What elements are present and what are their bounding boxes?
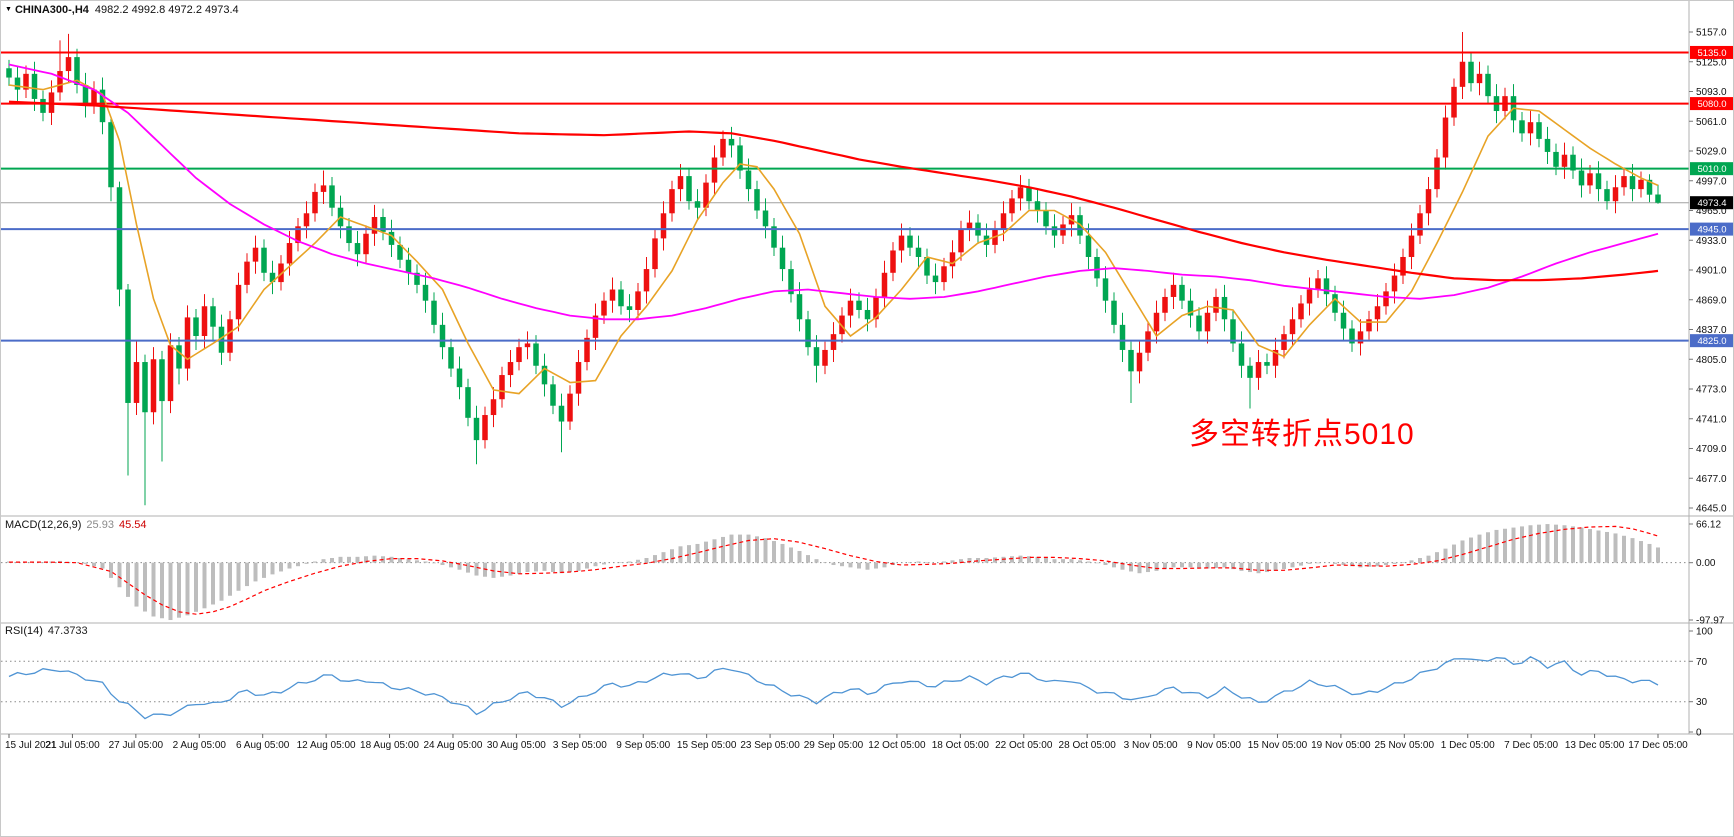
price-tick-label: 4741.0 xyxy=(1696,414,1727,425)
chart-title: ▼ CHINA300-,H4 4982.2 4992.8 4972.2 4973.4 xyxy=(5,4,239,16)
price-tick-label: 5029.0 xyxy=(1696,147,1727,158)
main-chart-panel[interactable] xyxy=(1,32,1689,506)
time-tick-label: 9 Nov 05:00 xyxy=(1187,740,1241,751)
svg-text:5080.0: 5080.0 xyxy=(1697,99,1726,110)
time-tick-label: 22 Oct 05:00 xyxy=(995,740,1053,751)
rsi-line xyxy=(8,656,1659,720)
time-tick-label: 15 Nov 05:00 xyxy=(1248,740,1308,751)
rsi-tick-label: 100 xyxy=(1696,627,1713,638)
svg-text:4945.0: 4945.0 xyxy=(1697,225,1726,236)
candles-layer xyxy=(6,32,1661,506)
symbol-dropdown-marker[interactable]: ▼ xyxy=(5,6,12,13)
time-tick-label: 7 Dec 05:00 xyxy=(1504,740,1558,751)
price-tick-label: 4965.0 xyxy=(1696,206,1727,217)
time-tick-label: 30 Aug 05:00 xyxy=(487,740,546,751)
price-level-badge: 4973.4 xyxy=(1690,196,1733,210)
price-tick-label: 4837.0 xyxy=(1696,325,1727,336)
time-tick-label: 13 Dec 05:00 xyxy=(1565,740,1625,751)
macd-main-value: 25.93 xyxy=(86,519,114,531)
time-tick-label: 3 Nov 05:00 xyxy=(1124,740,1178,751)
time-tick-label: 18 Aug 05:00 xyxy=(360,740,419,751)
price-level-badge: 5080.0 xyxy=(1690,97,1733,111)
time-tick-label: 29 Sep 05:00 xyxy=(804,740,864,751)
price-tick-label: 4805.0 xyxy=(1696,355,1727,366)
ma-fast-orange-line xyxy=(8,79,1659,395)
price-axis[interactable]: 5157.0 5125.0 5093.0 5061.0 5029.0 4997.0 4965… xyxy=(1689,28,1734,515)
rsi-indicator-label: RSI(14) 47.3733 xyxy=(5,625,88,637)
rsi-tick-label: 30 xyxy=(1696,697,1708,708)
time-tick-label: 24 Aug 05:00 xyxy=(423,740,482,751)
time-tick-label: 27 Jul 05:00 xyxy=(109,740,164,751)
price-tick-label: 5125.0 xyxy=(1696,57,1727,68)
ma-slow-red-line xyxy=(8,100,1659,282)
macd-tick-label: 66.12 xyxy=(1696,520,1721,531)
time-tick-label: 1 Dec 05:00 xyxy=(1441,740,1495,751)
time-tick-label: 3 Sep 05:00 xyxy=(553,740,607,751)
macd-tick-label: 0.00 xyxy=(1696,558,1716,569)
time-tick-label: 15 Sep 05:00 xyxy=(677,740,737,751)
time-tick-label: 6 Aug 05:00 xyxy=(236,740,290,751)
rsi-name: RSI(14) xyxy=(5,625,43,637)
time-tick-label: 12 Oct 05:00 xyxy=(868,740,926,751)
svg-text:4973.4: 4973.4 xyxy=(1697,198,1726,209)
time-tick-label: 19 Nov 05:00 xyxy=(1311,740,1371,751)
price-tick-label: 5157.0 xyxy=(1696,28,1727,39)
time-tick-label: 2 Aug 05:00 xyxy=(173,740,227,751)
svg-text:5010.0: 5010.0 xyxy=(1697,164,1726,175)
annotation-text: 多空转折点5010 xyxy=(1189,418,1415,451)
symbol-timeframe-label: CHINA300-,H4 xyxy=(14,4,89,16)
time-tick-label: 21 Jul 05:00 xyxy=(45,740,100,751)
price-tick-label: 4869.0 xyxy=(1696,295,1727,306)
macd-name: MACD(12,26,9) xyxy=(5,519,82,531)
price-level-badge: 5010.0 xyxy=(1690,162,1733,176)
time-tick-label: 18 Oct 05:00 xyxy=(932,740,990,751)
price-tick-label: 4997.0 xyxy=(1696,176,1727,187)
macd-tick-label: -97.97 xyxy=(1696,616,1725,627)
time-tick-label: 17 Dec 05:00 xyxy=(1628,740,1688,751)
macd-panel[interactable]: 66.12 0.00 -97.97 xyxy=(1,520,1725,627)
macd-signal-value: 45.54 xyxy=(118,519,147,531)
time-tick-label: 25 Nov 05:00 xyxy=(1375,740,1435,751)
price-tick-label: 5093.0 xyxy=(1696,87,1727,98)
time-tick-label: 15 Jul 2021 xyxy=(5,740,57,751)
ma-mid-magenta-line xyxy=(8,63,1659,321)
time-tick-label: 12 Aug 05:00 xyxy=(297,740,356,751)
price-tick-label: 4901.0 xyxy=(1696,266,1727,277)
rsi-value: 47.3733 xyxy=(47,625,88,637)
svg-text:5135.0: 5135.0 xyxy=(1697,48,1726,59)
time-tick-label: 23 Sep 05:00 xyxy=(740,740,800,751)
price-tick-label: 4677.0 xyxy=(1696,474,1727,485)
rsi-tick-label: 0 xyxy=(1696,728,1702,739)
price-tick-label: 4645.0 xyxy=(1696,504,1727,515)
rsi-panel[interactable]: 100 70 30 0 xyxy=(1,627,1713,739)
time-tick-label: 28 Oct 05:00 xyxy=(1059,740,1117,751)
price-tick-label: 5061.0 xyxy=(1696,117,1727,128)
title-ohlc-values: 4982.2 4992.8 4972.2 4973.4 xyxy=(94,4,239,16)
macd-histogram xyxy=(7,524,1660,621)
macd-indicator-label: MACD(12,26,9) 25.93 45.54 xyxy=(5,519,146,531)
price-tick-label: 4933.0 xyxy=(1696,236,1727,247)
price-level-badge: 5135.0 xyxy=(1690,45,1733,59)
svg-text:4825.0: 4825.0 xyxy=(1697,336,1726,347)
price-tick-label: 4773.0 xyxy=(1696,385,1727,396)
time-tick-label: 9 Sep 05:00 xyxy=(616,740,670,751)
price-level-badge: 4945.0 xyxy=(1690,222,1733,236)
price-tick-label: 4709.0 xyxy=(1696,444,1727,455)
rsi-tick-label: 70 xyxy=(1696,657,1708,668)
price-level-badge: 4825.0 xyxy=(1690,334,1733,348)
